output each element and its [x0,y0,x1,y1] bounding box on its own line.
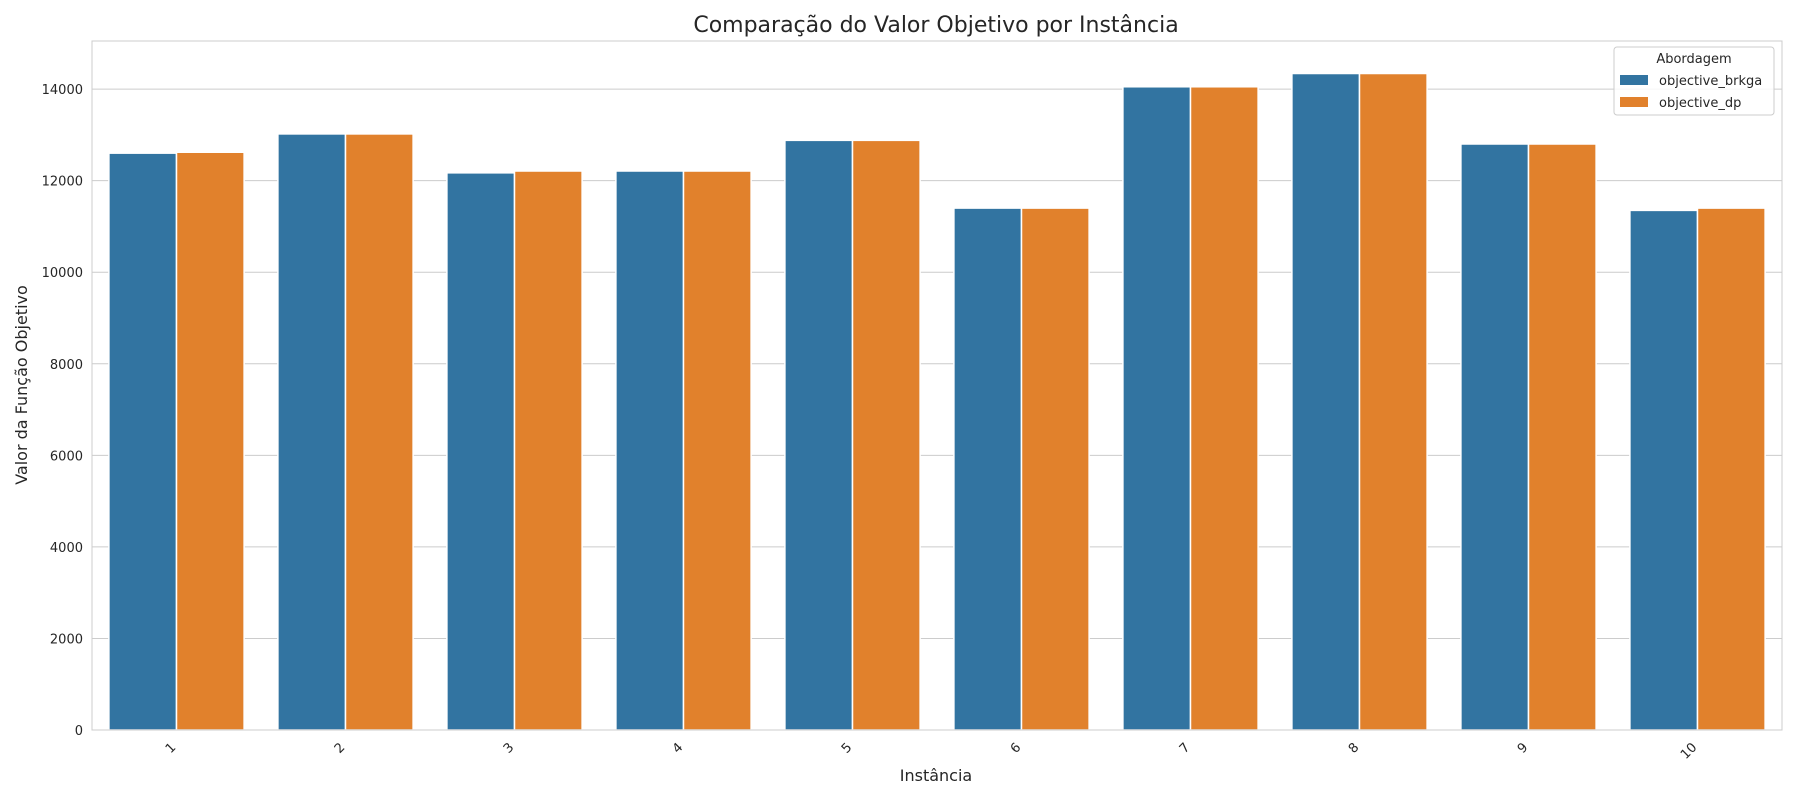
legend-box [1613,46,1775,116]
y-tick-labels: 0 2000 4000 6000 8000 10000 12000 14000 [42,83,83,739]
bar-objective_brkga-8 [1291,72,1361,731]
bar-objective_brkga-10 [1629,209,1699,731]
y-tick-label-1: 2000 [50,632,83,647]
x-tick-label-5: 5 [839,740,855,756]
bar-objective_brkga-6 [953,207,1023,731]
bar-objective_dp-5 [851,139,921,731]
bar-objective_brkga-2 [277,133,347,731]
bar-objective_dp-1 [175,151,245,731]
bar-objective_dp-3 [513,170,583,731]
x-tick-label-4: 4 [670,740,686,756]
bar-objective_brkga-3 [446,172,516,731]
bar-objective_dp-10 [1696,207,1766,731]
bar-objective_brkga-7 [1122,86,1192,731]
legend: Abordagem objective_brkga objective_dp [1613,46,1775,116]
x-tick-label-9: 9 [1515,740,1531,756]
y-tick-label-3: 6000 [50,449,83,464]
legend-label-dp: objective_dp [1659,96,1741,111]
y-tick-label-5: 10000 [42,266,83,281]
y-tick-label-7: 14000 [42,83,83,98]
y-tick-label-0: 0 [75,724,83,739]
x-axis-label: Instância [900,766,972,785]
bar-objective_brkga-9 [1460,143,1530,731]
x-tick-label-2: 2 [332,740,348,756]
plot-frame [91,40,1783,731]
bar-objective_dp-2 [344,133,414,731]
x-tick-label-8: 8 [1346,740,1362,756]
bar-objective_dp-7 [1189,86,1259,731]
y-tick-label-4: 8000 [50,358,83,373]
legend-label-brkga: objective_brkga [1659,74,1762,89]
x-tick-label-6: 6 [1008,740,1024,756]
bar-objective_dp-6 [1020,207,1090,731]
bar-objective_brkga-4 [615,170,685,731]
y-tick-label-2: 4000 [50,541,83,556]
bar-objective_brkga-5 [784,139,854,731]
bar-objective_dp-8 [1358,72,1428,731]
bar-objective_dp-4 [682,170,752,731]
bar-objective_brkga-1 [108,152,178,731]
chart-title: Comparação do Valor Objetivo por Instânc… [693,13,1178,38]
x-tick-label-1: 1 [163,740,179,756]
x-tick-label-3: 3 [501,740,517,756]
x-tick-labels: 1 2 3 4 5 6 7 8 9 10 [163,740,1700,762]
legend-swatch-brkga [1620,75,1648,85]
bar-objective_dp-9 [1527,143,1597,731]
y-axis-label: Valor da Função Objetivo [12,285,31,485]
legend-swatch-dp [1620,97,1648,107]
legend-title: Abordagem [1656,52,1731,67]
x-tick-label-10: 10 [1678,740,1700,762]
x-tick-label-7: 7 [1177,740,1193,756]
y-tick-label-6: 12000 [42,175,83,190]
bars [108,72,1766,731]
